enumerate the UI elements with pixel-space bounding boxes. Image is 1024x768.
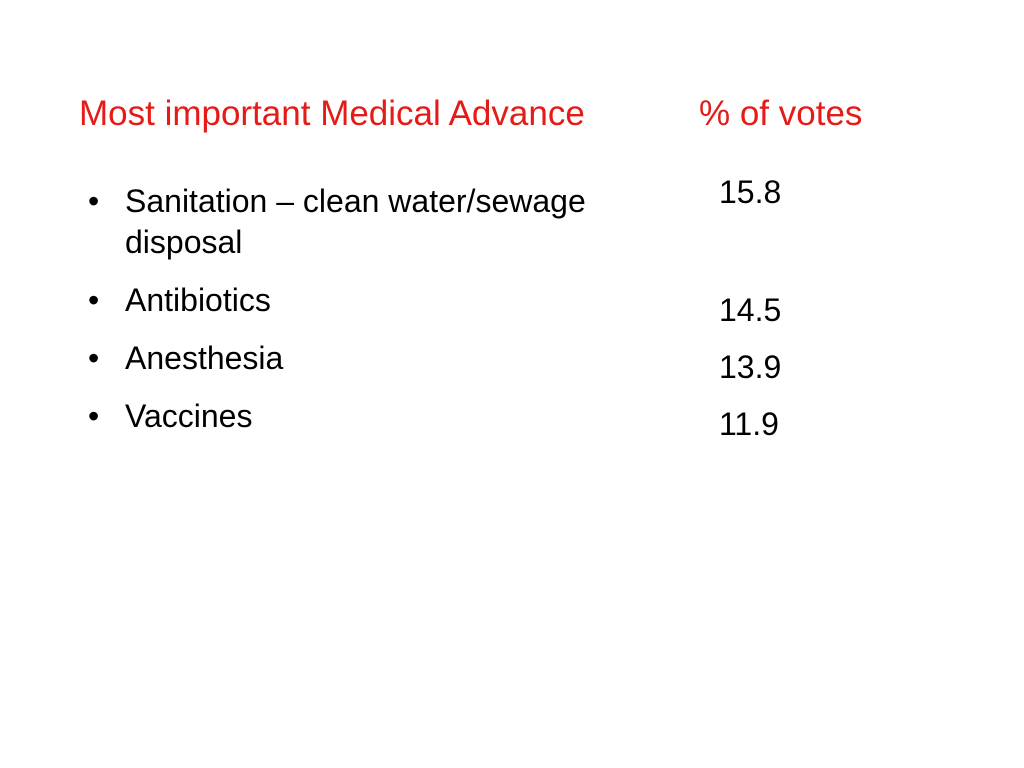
list-item: • Antibiotics — [88, 280, 608, 321]
advance-label: Antibiotics — [125, 282, 271, 318]
bullet-icon: • — [88, 340, 100, 376]
advance-label: Anesthesia — [125, 340, 284, 376]
advance-label: Vaccines — [125, 398, 253, 434]
advance-label: Sanitation – clean water/sewage disposal — [125, 183, 586, 260]
vote-percentage: 11.9 — [719, 406, 779, 442]
advance-list: • Sanitation – clean water/sewage dispos… — [88, 181, 608, 454]
vote-percentage: 15.8 — [719, 174, 782, 210]
bullet-icon: • — [88, 282, 100, 318]
list-item: • Sanitation – clean water/sewage dispos… — [88, 181, 608, 263]
bullet-icon: • — [88, 398, 100, 434]
column-header-advance: Most important Medical Advance — [79, 94, 585, 133]
column-header-votes: % of votes — [699, 94, 863, 133]
bullet-icon: • — [88, 183, 100, 219]
list-item: • Anesthesia — [88, 338, 608, 379]
list-item: • Vaccines — [88, 396, 608, 437]
vote-percentage: 13.9 — [719, 349, 782, 385]
vote-percentage: 14.5 — [719, 292, 782, 328]
